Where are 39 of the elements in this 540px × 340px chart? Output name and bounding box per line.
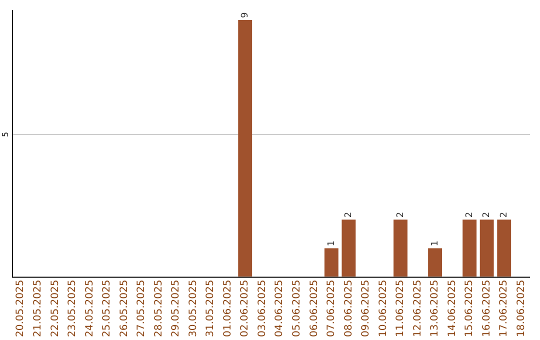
data-label: 2 <box>344 212 354 218</box>
x-tick-label: 29.05.2025 <box>170 280 182 338</box>
data-label: 9 <box>240 12 250 18</box>
x-tick-label: 31.05.2025 <box>205 280 216 338</box>
x-tick-label: 16.06.2025 <box>481 280 492 338</box>
x-tick-label: 05.06.2025 <box>291 280 302 338</box>
x-tick-label: 10.06.2025 <box>378 280 389 338</box>
x-tick-label: 17.06.2025 <box>498 280 510 338</box>
x-tick-label: 11.06.2025 <box>395 280 406 338</box>
data-label: 2 <box>499 212 510 218</box>
x-tick-label: 06.06.2025 <box>308 280 320 338</box>
x-tick-label: 13.06.2025 <box>430 280 441 338</box>
x-tick-label: 08.06.2025 <box>343 280 354 338</box>
x-tick-label: 04.06.2025 <box>274 280 286 338</box>
x-tick-label: 30.05.2025 <box>188 280 199 338</box>
x-tick-label: 12.06.2025 <box>412 280 424 338</box>
x-tick-label: 27.05.2025 <box>136 280 148 338</box>
x-tick-label: 03.06.2025 <box>256 280 268 338</box>
x-tick-label: 28.05.2025 <box>153 280 164 338</box>
x-tick-label: 20.05.2025 <box>15 280 26 338</box>
data-label: 1 <box>430 240 440 246</box>
data-label: 2 <box>482 212 492 218</box>
x-tick-label: 24.05.2025 <box>84 280 96 338</box>
data-label: 2 <box>396 212 406 218</box>
data-label: 1 <box>326 240 337 246</box>
x-tick-label: 22.05.2025 <box>50 280 61 338</box>
data-label: 2 <box>464 212 475 218</box>
x-tick-label: 21.05.2025 <box>32 280 44 338</box>
x-tick-label: 02.06.2025 <box>240 280 251 338</box>
x-tick-label: 15.06.2025 <box>464 280 476 338</box>
x-tick-label: 18.06.2025 <box>516 280 527 338</box>
x-tick-label: 14.06.2025 <box>446 280 458 338</box>
x-tick-label: 25.05.2025 <box>102 280 113 338</box>
x-tick-label: 09.06.2025 <box>360 280 372 338</box>
x-tick-label: 26.05.2025 <box>118 280 130 338</box>
ref-line-label: 5 <box>1 132 10 138</box>
x-tick-label: 23.05.2025 <box>67 280 78 338</box>
x-tick-label: 07.06.2025 <box>326 280 338 338</box>
x-tick-label: 01.06.2025 <box>222 280 234 338</box>
